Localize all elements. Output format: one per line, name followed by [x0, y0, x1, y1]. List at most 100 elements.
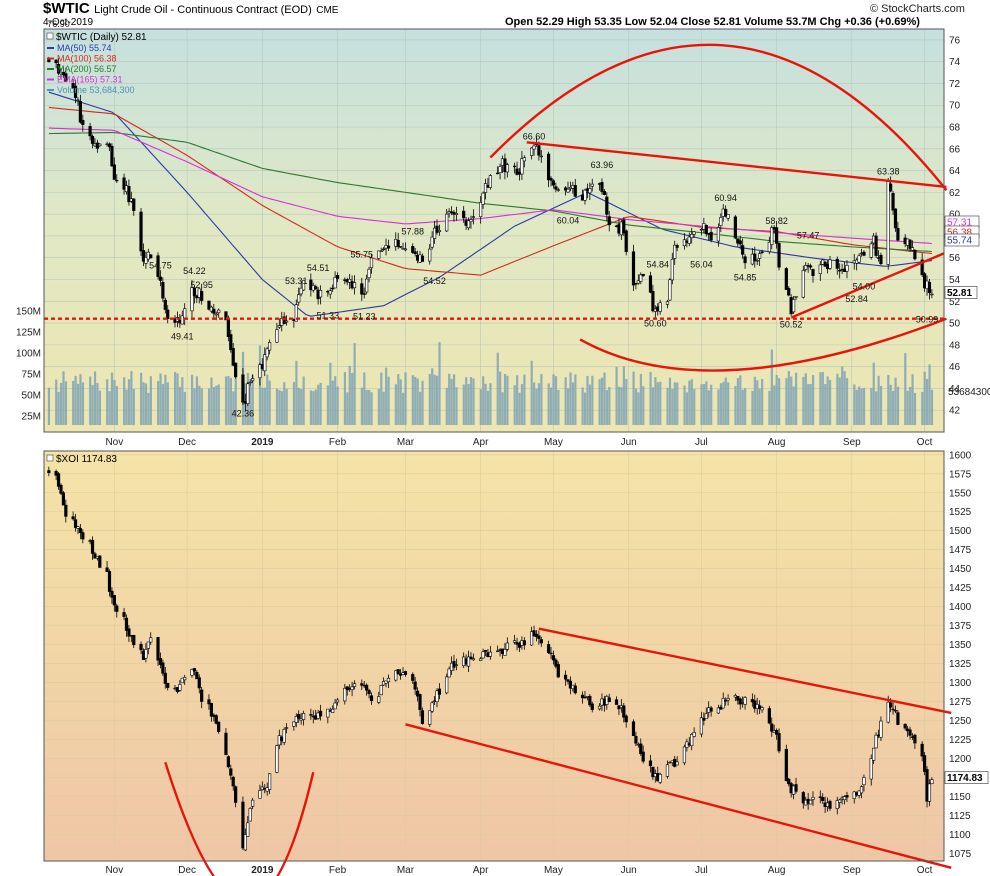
volume-tick-label: 50M — [22, 391, 41, 402]
price-annotation: 54.51 — [307, 263, 330, 273]
candle — [845, 260, 849, 279]
volume-bar — [96, 382, 99, 425]
candle — [767, 705, 771, 725]
price-tick-label: 48 — [949, 340, 961, 351]
candle — [139, 207, 143, 257]
volume-bar — [469, 377, 473, 425]
volume-bar — [292, 381, 296, 425]
candle — [251, 797, 255, 810]
xoi-tick-label: 1450 — [949, 564, 972, 575]
candle — [920, 741, 924, 762]
candle — [190, 279, 194, 318]
price-annotation: 50.52 — [780, 319, 803, 329]
price-tick-label: 72 — [949, 79, 961, 90]
candle — [670, 252, 674, 285]
x-tick-label: Dec — [178, 437, 196, 448]
candle — [483, 649, 488, 657]
candle — [767, 236, 771, 255]
volume-bar — [894, 377, 897, 425]
candle — [828, 255, 832, 271]
xoi-tick-label: 1375 — [949, 621, 972, 632]
volume-bar — [312, 391, 315, 425]
volume-bar — [411, 375, 414, 425]
candle — [690, 733, 694, 751]
volume-bar — [215, 385, 218, 425]
candle — [481, 648, 485, 659]
volume-bar — [734, 386, 737, 425]
candle — [777, 728, 781, 754]
price-panel-bg — [44, 29, 944, 432]
candle — [243, 828, 247, 852]
candle — [379, 684, 383, 696]
xoi-tick-label: 1200 — [949, 754, 972, 765]
volume-bar — [778, 378, 781, 425]
candle — [318, 704, 323, 721]
volume-bar — [770, 349, 773, 425]
candle — [889, 176, 893, 193]
candle — [563, 670, 568, 686]
volume-bar — [673, 382, 676, 425]
candle — [326, 708, 330, 724]
x-tick-label: Sep — [843, 437, 861, 448]
xoi-tick-label: 1325 — [949, 659, 972, 670]
candle — [588, 182, 592, 201]
price-tick-label: 44 — [949, 384, 961, 395]
candle — [607, 211, 611, 232]
volume-bar — [445, 387, 448, 425]
volume-bar — [581, 387, 584, 425]
candle — [382, 247, 386, 252]
candle — [333, 271, 337, 289]
volume-bar — [431, 368, 434, 425]
candle — [78, 94, 82, 124]
xoi-current-price-label-box — [944, 771, 989, 784]
candle — [71, 511, 75, 521]
candle — [466, 217, 471, 231]
candle — [546, 151, 551, 188]
volume-bar — [792, 386, 795, 425]
candle — [246, 816, 250, 837]
candle — [818, 260, 822, 281]
volume-bar — [637, 392, 640, 425]
volume-bar — [591, 375, 594, 425]
candle — [107, 569, 112, 597]
candle — [554, 658, 558, 669]
volume-bar — [719, 383, 723, 425]
volume-bar — [819, 372, 822, 425]
candle — [755, 258, 759, 266]
candle — [435, 688, 439, 708]
candle — [896, 709, 900, 726]
price-candles — [47, 56, 934, 411]
candle — [588, 693, 592, 707]
candle — [93, 551, 97, 559]
volume-bar — [649, 371, 652, 425]
volume-bar — [634, 388, 638, 425]
candle — [418, 693, 422, 717]
volume-bar — [906, 390, 909, 425]
volume-bar — [266, 374, 269, 425]
volume-bar — [157, 381, 160, 425]
candle — [556, 661, 560, 678]
volume-bar — [106, 379, 109, 425]
price-annotation: 42.36 — [232, 408, 255, 418]
candle — [690, 227, 694, 244]
price-tick-label: 42 — [949, 406, 961, 417]
volume-bar — [768, 390, 771, 425]
candle — [930, 777, 934, 785]
volume-bar — [89, 376, 92, 425]
candle — [192, 285, 197, 304]
candle — [879, 716, 883, 742]
price-annotation: 66.60 — [523, 131, 546, 141]
volume-bar — [554, 376, 558, 425]
candle — [758, 251, 762, 266]
candle — [384, 680, 388, 688]
legend-entry: Volume 53,684,300 — [57, 85, 135, 95]
candle — [777, 242, 781, 271]
volume-bar — [433, 374, 436, 425]
xoi-panel-frame — [43, 450, 945, 862]
volume-bar — [775, 375, 778, 425]
volume-bar — [688, 380, 691, 425]
volume-bar — [659, 381, 662, 425]
volume-bar — [263, 387, 266, 425]
volume-bar — [879, 385, 883, 425]
candle — [396, 232, 400, 250]
